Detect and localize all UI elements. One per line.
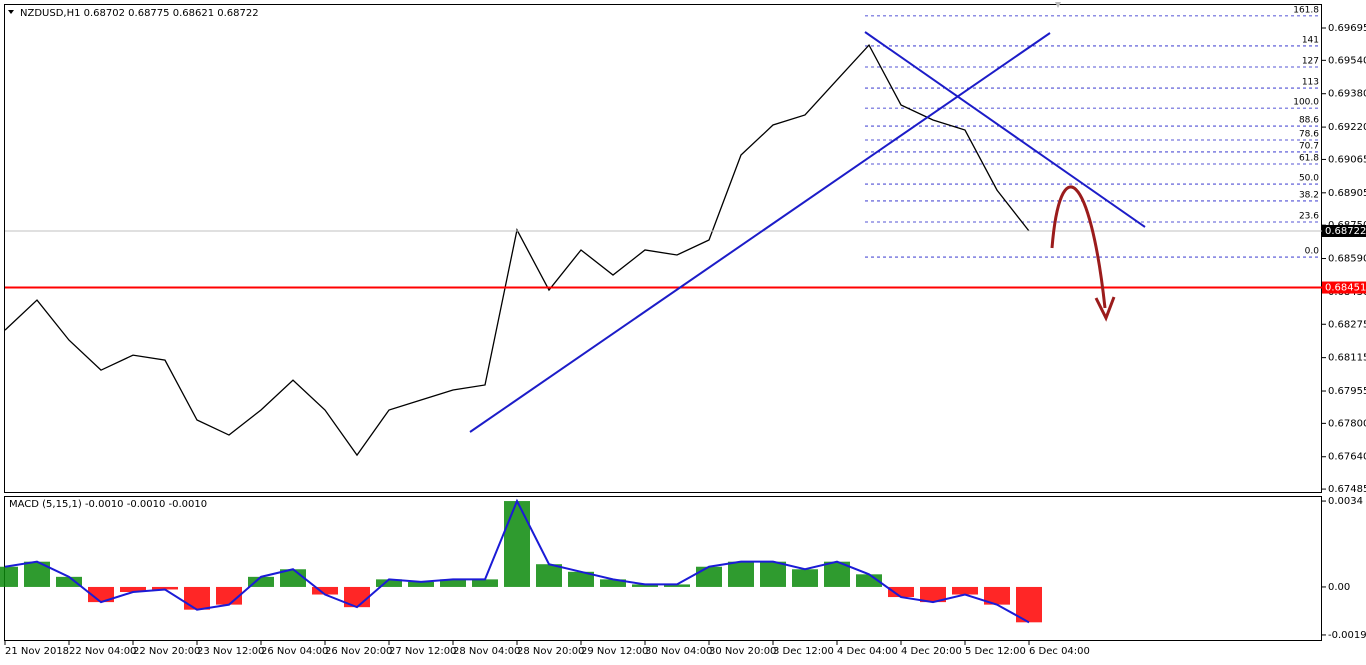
macd-bar (376, 579, 402, 587)
y-tick-label: 0.67955 (1328, 386, 1366, 397)
macd-bar (56, 576, 82, 587)
macd-bar (952, 586, 978, 595)
y-tick-label: 0.67640 (1328, 452, 1366, 463)
fib-label: 113 (1302, 78, 1319, 88)
fib-label: 70.7 (1299, 141, 1319, 151)
macd-bar (760, 561, 786, 587)
x-tick-label: 26 Nov 04:00 (261, 646, 328, 657)
forecast-arrow (1050, 185, 1107, 309)
y-tick-label: 0.67485 (1328, 484, 1366, 495)
fib-label: 127 (1302, 57, 1319, 67)
macd-bar (568, 571, 594, 587)
macd-bar (536, 564, 562, 587)
current-price-box (1322, 224, 1366, 237)
macd-bar (0, 566, 18, 587)
macd-bar (632, 584, 658, 587)
macd-bar (600, 579, 626, 587)
macd-bar (440, 579, 466, 587)
x-tick-label: 29 Nov 12:00 (581, 646, 648, 657)
macd-bar (920, 586, 946, 603)
x-tick-label: 3 Dec 12:00 (773, 646, 834, 657)
x-tick-label: 4 Dec 20:00 (901, 646, 962, 657)
fib-label: 141 (1302, 35, 1319, 45)
fib-label: 100.0 (1293, 98, 1319, 108)
y-tick-label: 0.00 (1328, 582, 1350, 593)
macd-bar (728, 561, 754, 587)
x-tick-label: 28 Nov 04:00 (453, 646, 520, 657)
macd-bar (984, 586, 1010, 605)
macd-bar (312, 586, 338, 595)
current-price-label: 0.68722 (1325, 226, 1366, 237)
shift-marker (1055, 2, 1061, 8)
y-tick-label: 0.68275 (1328, 319, 1366, 330)
x-tick-label: 28 Nov 20:00 (517, 646, 584, 657)
x-tick-label: 30 Nov 04:00 (645, 646, 712, 657)
x-tick-label: 26 Nov 20:00 (325, 646, 392, 657)
y-tick-label: 0.69695 (1328, 23, 1366, 34)
macd-line (4, 498, 1030, 624)
macd-bar (888, 586, 914, 598)
fib-label: 0.0 (1305, 247, 1320, 257)
x-tick-label: 30 Nov 20:00 (709, 646, 776, 657)
macd-bar (184, 586, 210, 610)
y-tick-label: 0.69380 (1328, 89, 1366, 100)
x-tick-label: 22 Nov 20:00 (133, 646, 200, 657)
y-tick-label: -0.0019 (1328, 630, 1366, 641)
y-tick-label: 0.0034 (1328, 496, 1363, 507)
price-pane (4, 4, 1322, 493)
fib-label: 50.0 (1299, 174, 1319, 184)
macd-bar (792, 569, 818, 587)
x-tick-label: 5 Dec 12:00 (965, 646, 1026, 657)
forecast-arrowhead (1094, 296, 1116, 322)
macd-bar (664, 584, 690, 587)
macd-bar (856, 574, 882, 587)
x-tick-label: 22 Nov 04:00 (69, 646, 136, 657)
macd-bar (88, 586, 114, 603)
macd-bar (408, 581, 434, 587)
chart-title: NZDUSD,H1 0.68702 0.68775 0.68621 0.6872… (20, 8, 259, 19)
y-tick-label: 0.68115 (1328, 353, 1366, 364)
y-tick-label: 0.69540 (1328, 55, 1366, 66)
level-label: 0.68451 (1325, 283, 1366, 294)
macd-bar (248, 576, 274, 587)
fib-label: 23.6 (1299, 212, 1319, 222)
x-tick-label: 4 Dec 04:00 (837, 646, 898, 657)
y-tick-label: 0.69220 (1328, 122, 1366, 133)
fib-label: 78.6 (1299, 130, 1319, 140)
x-tick-label: 27 Nov 12:00 (389, 646, 456, 657)
fib-label: 88.6 (1299, 116, 1319, 126)
y-tick-label: 0.68905 (1328, 188, 1366, 199)
trend-line (864, 31, 1146, 228)
macd-bar (472, 579, 498, 587)
macd-bar (120, 586, 146, 592)
level-box (1322, 281, 1366, 294)
fib-label: 61.8 (1299, 154, 1319, 164)
price-line (4, 43, 1030, 457)
trend-line (469, 32, 1051, 433)
x-tick-label: 21 Nov 2018 (5, 646, 69, 657)
fib-label: 161.8 (1293, 5, 1319, 15)
macd-bar (152, 586, 178, 590)
menu-arrow[interactable] (8, 10, 14, 14)
macd-bar (504, 501, 530, 587)
y-tick-label: 0.68590 (1328, 254, 1366, 265)
x-tick-label: 23 Nov 12:00 (197, 646, 264, 657)
fib-label: 38.2 (1299, 190, 1319, 200)
x-tick-label: 6 Dec 04:00 (1029, 646, 1090, 657)
y-tick-label: 0.67800 (1328, 418, 1366, 429)
macd-bar (696, 566, 722, 587)
y-tick-label: 0.69065 (1328, 154, 1366, 165)
macd-title: MACD (5,15,1) -0.0010 -0.0010 -0.0010 (9, 499, 207, 510)
